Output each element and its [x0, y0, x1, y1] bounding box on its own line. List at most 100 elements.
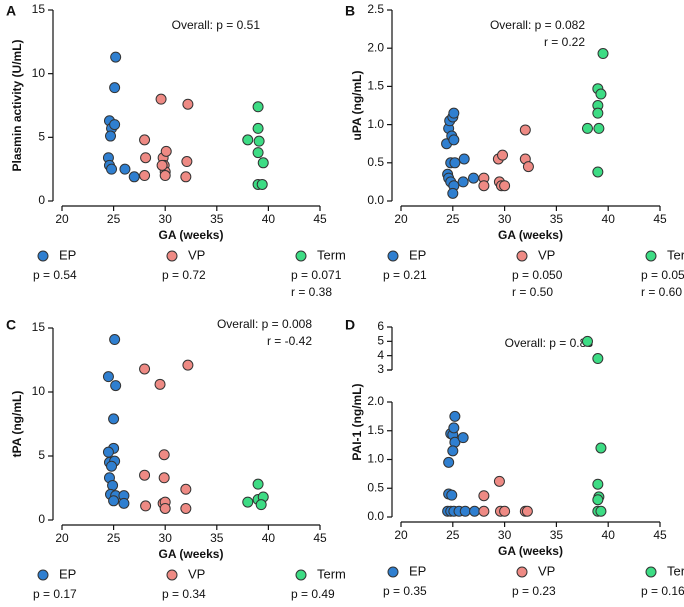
data-point [497, 149, 509, 161]
data-point [252, 101, 264, 113]
annotation: Overall: p = 0.008 [217, 317, 312, 331]
data-point [592, 166, 604, 178]
y-tick-label: 0 [38, 512, 45, 526]
data-point [139, 363, 151, 375]
data-point [469, 505, 481, 517]
x-tick-label: 25 [446, 212, 460, 226]
data-point [252, 478, 264, 490]
x-tick-label: 40 [602, 528, 616, 542]
y-tick-label: 2.0 [367, 394, 384, 408]
data-point [139, 469, 151, 481]
x-tick-label: 45 [653, 212, 667, 226]
data-point [242, 496, 254, 508]
data-point [109, 82, 121, 94]
data-point [106, 460, 118, 472]
legend-label: Term [667, 563, 684, 578]
x-tick-label: 20 [394, 212, 408, 226]
x-tick-label: 30 [498, 528, 512, 542]
group-stat: p = 0.17 [33, 587, 77, 601]
panel-label: D [345, 317, 355, 333]
group-stat: p = 0.16 [641, 584, 684, 598]
data-point [448, 134, 460, 146]
data-point [109, 119, 121, 131]
data-point [181, 156, 193, 168]
data-point [182, 98, 194, 110]
data-point [110, 51, 122, 63]
legend-label: EP [409, 247, 426, 262]
data-point [457, 432, 469, 444]
x-axis-title: GA (weeks) [159, 547, 224, 561]
data-point [102, 371, 114, 383]
y-tick-label: 15 [32, 2, 46, 16]
y-tick-label: 2.0 [367, 40, 384, 54]
legend-marker [387, 250, 399, 262]
y-tick-label: 3 [377, 362, 384, 376]
panel-label: C [6, 317, 16, 333]
data-point [478, 490, 490, 502]
data-point [252, 147, 264, 159]
group-stat: r = 0.60 [641, 285, 682, 299]
data-point [593, 122, 605, 134]
data-point [459, 505, 471, 517]
data-point [443, 456, 455, 468]
y-tick-label: 10 [32, 66, 46, 80]
data-point [155, 93, 167, 105]
data-point [140, 152, 152, 164]
legend-marker [516, 566, 528, 578]
data-point [458, 153, 470, 165]
y-tick-label: 4 [377, 348, 384, 362]
data-point [253, 135, 265, 147]
data-point [257, 157, 269, 169]
legend-label: EP [59, 566, 76, 581]
data-point [457, 176, 469, 188]
data-point [521, 505, 533, 517]
data-point [182, 359, 194, 371]
data-point [446, 489, 458, 501]
x-axis-title: GA (weeks) [498, 544, 563, 558]
annotation: Overall: p = 0.51 [172, 18, 261, 32]
data-point [106, 163, 118, 175]
legend-marker [387, 566, 399, 578]
x-tick-label: 25 [446, 528, 460, 542]
data-point [447, 445, 459, 457]
x-tick-label: 20 [55, 212, 69, 226]
x-axis-title: GA (weeks) [498, 228, 563, 242]
legend-label: VP [188, 566, 205, 581]
y-tick-label: 0.5 [367, 155, 384, 169]
data-point [581, 335, 593, 347]
x-tick-label: 30 [498, 212, 512, 226]
data-point [108, 495, 120, 507]
group-stat: p = 0.21 [383, 268, 427, 282]
data-point [592, 107, 604, 119]
group-stat: p = 0.050 [512, 268, 563, 282]
x-tick-label: 35 [210, 531, 224, 545]
x-tick-label: 40 [262, 531, 276, 545]
data-point [449, 157, 461, 169]
legend-label: VP [538, 247, 555, 262]
data-point [160, 145, 172, 157]
x-tick-label: 40 [262, 212, 276, 226]
legend-label: Term [667, 247, 684, 262]
data-point [252, 122, 264, 134]
data-point [118, 497, 130, 509]
group-stat: p = 0.054 [641, 268, 684, 282]
data-point [478, 180, 490, 192]
x-tick-label: 25 [107, 212, 121, 226]
data-point [158, 449, 170, 461]
data-point [107, 479, 119, 491]
group-stat: p = 0.72 [162, 268, 206, 282]
panel-label: B [345, 3, 355, 19]
x-tick-label: 35 [550, 528, 564, 542]
data-point [468, 172, 480, 184]
x-tick-label: 20 [394, 528, 408, 542]
annotation: Overall: p = 0.082 [490, 18, 585, 32]
data-point [180, 483, 192, 495]
legend-label: EP [409, 563, 426, 578]
x-tick-label: 30 [159, 212, 173, 226]
data-point [592, 494, 604, 506]
x-tick-label: 45 [313, 531, 327, 545]
y-tick-label: 1.0 [367, 117, 384, 131]
data-point [522, 161, 534, 173]
data-point [581, 122, 593, 134]
